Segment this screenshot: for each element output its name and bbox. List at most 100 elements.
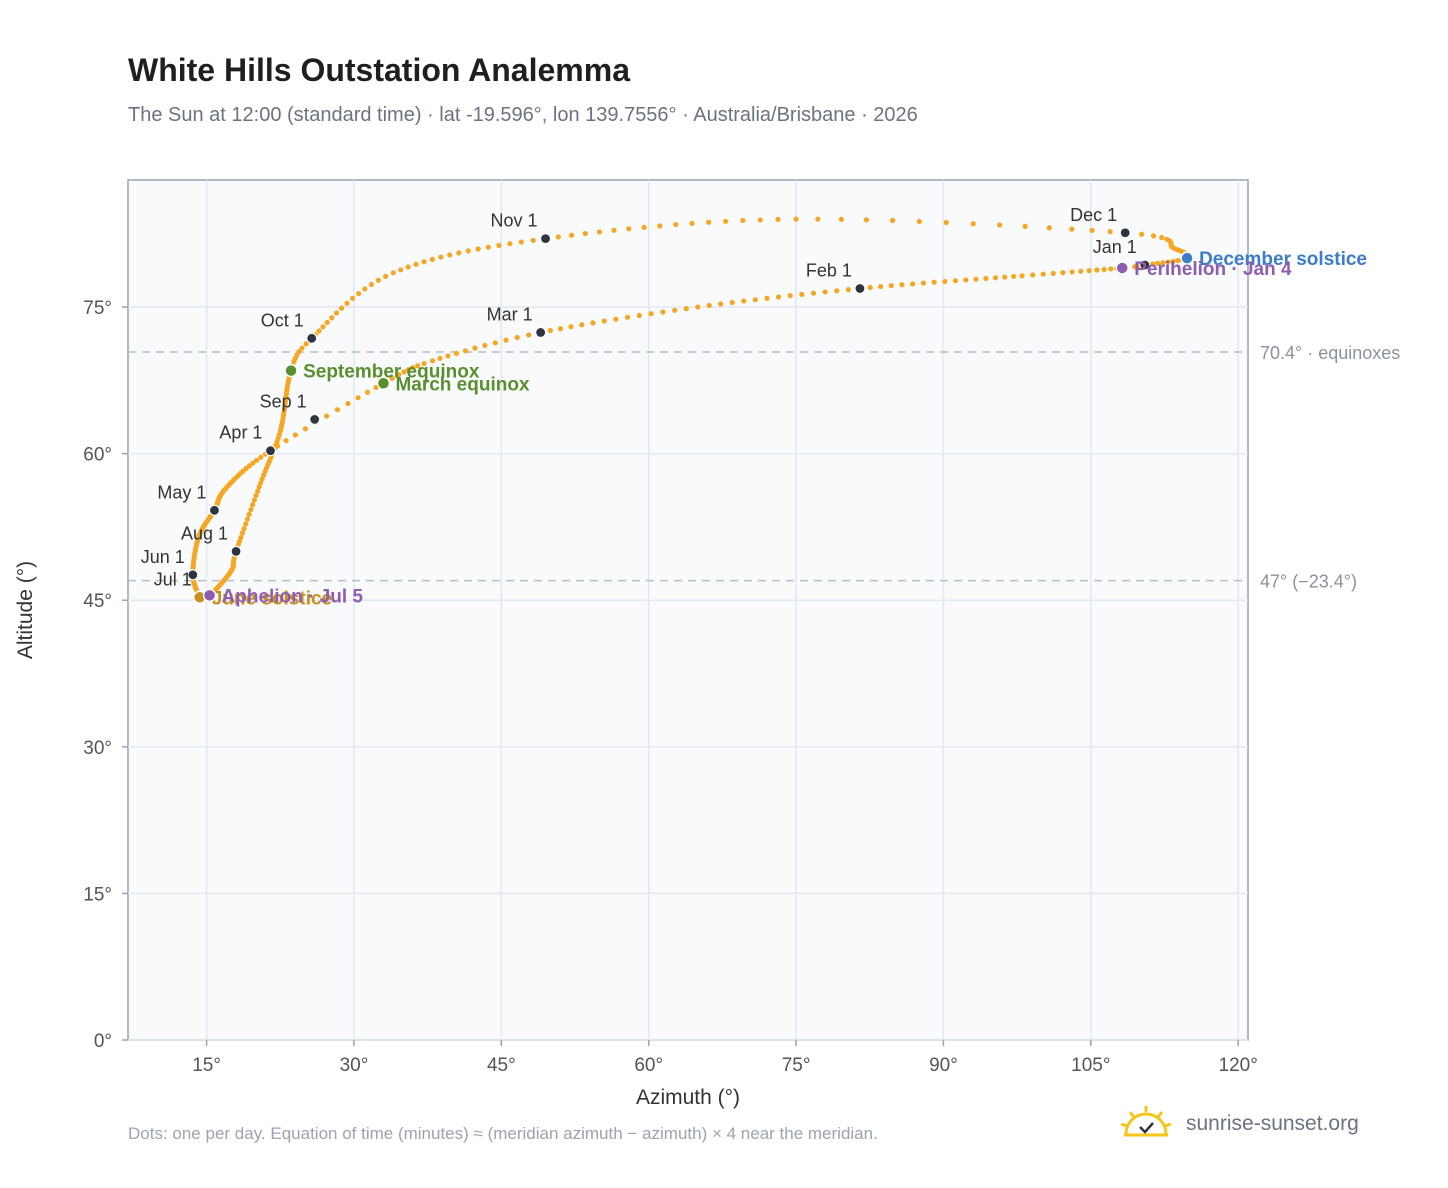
month-marker [854,282,866,295]
daily-dot [334,407,341,413]
daily-dot [787,293,793,299]
month-marker-label: Mar 1 [487,304,533,324]
daily-dot [764,295,770,301]
daily-dot [410,365,416,371]
daily-dot [241,525,247,532]
daily-dot [258,480,264,486]
daily-dot [320,324,326,330]
daily-dot [383,273,389,279]
daily-dot [329,315,335,321]
chart-subtitle: The Sun at 12:00 (standard time) · lat -… [128,104,918,126]
daily-dot [405,366,411,373]
daily-dot [673,221,679,228]
footnote: Dots: one per day. Equation of time (min… [128,1124,878,1143]
daily-dot [324,413,330,419]
daily-dot [447,252,453,258]
daily-dot [590,320,596,326]
daily-dot [952,278,958,284]
daily-dot [689,220,695,226]
daily-dot [1170,258,1176,264]
daily-dot [1011,273,1017,280]
daily-dot [472,345,478,351]
daily-dot [507,241,513,247]
month-marker [230,545,242,557]
daily-dot [485,244,491,250]
daily-dot [1069,269,1075,275]
daily-dot [324,319,330,326]
daily-dot [389,375,395,381]
daily-dot [899,282,905,288]
daily-dot [236,538,243,544]
daily-dot [251,497,257,503]
daily-dot [253,492,259,499]
month-marker-label: Aug 1 [181,523,228,543]
y-tick-label: 45° [83,591,112,612]
daily-dot [375,277,381,283]
daily-dot [530,237,536,243]
daily-dot [775,294,782,300]
daily-dot [557,326,564,332]
plot-area [127,179,1249,1041]
daily-dot [613,316,619,322]
daily-dot [437,355,443,362]
daily-dot [943,219,949,226]
daily-dot [740,217,746,224]
month-marker-label: Feb 1 [806,260,852,280]
daily-dot [390,270,396,276]
month-marker [1139,259,1151,271]
brand[interactable]: sunrise-sunset.org [1120,1100,1359,1148]
y-tick-label: 60° [83,445,112,466]
daily-dot [867,284,873,291]
brand-name: sunrise-sunset.org [1186,1112,1359,1135]
daily-dot [1139,231,1145,237]
daily-dot [636,312,642,319]
daily-dot [660,309,666,315]
daily-dot [239,530,246,536]
daily-dot [362,286,368,292]
month-marker-label: Jan 1 [1093,237,1137,257]
x-tick-label: 15° [192,1055,221,1076]
daily-dot [641,224,647,230]
daily-dot [910,281,916,287]
daily-dot [1165,259,1171,265]
month-marker [187,569,199,581]
x-tick-label: 30° [340,1055,369,1076]
month-marker [539,233,552,245]
daily-dot [810,290,817,296]
daily-dot [1101,266,1107,273]
daily-dot [1022,223,1028,229]
daily-dot [1107,229,1113,235]
daily-dot [344,300,350,306]
reference-line-label: 47° (−23.4°) [1260,572,1357,592]
event-label: June solstice [212,588,332,609]
daily-dot [1175,257,1181,264]
daily-dot [916,218,922,225]
daily-dot [256,484,262,490]
daily-dot [250,502,256,508]
daily-dot [845,287,851,293]
daily-dot [626,226,632,232]
month-marker-label: Apr 1 [219,423,262,443]
y-tick-label: 75° [83,298,112,319]
reference-lines: 70.4° · equinoxes 47° (−23.4°) [128,343,1400,592]
event-marker [202,588,217,603]
daily-dot [368,281,375,288]
daily-dot [822,289,828,295]
daily-dot [350,295,356,301]
x-axis-label: Azimuth (°) [636,1086,740,1109]
daily-dot [657,223,663,229]
month-marker [306,332,318,344]
daily-dot [878,283,884,290]
reference-line-label: 70.4° · equinoxes [1260,343,1400,363]
daily-dot [992,275,999,281]
y-tick-label: 15° [83,884,112,905]
daily-dot [1160,260,1166,266]
event-label: December solstice [1199,249,1367,270]
daily-dot [706,219,712,225]
event-label: March equinox [395,374,530,395]
daily-dot [339,305,345,311]
daily-dot [1030,272,1036,278]
month-marker-label: Oct 1 [261,310,304,330]
daily-dot [601,318,607,324]
daily-dot [456,250,462,256]
